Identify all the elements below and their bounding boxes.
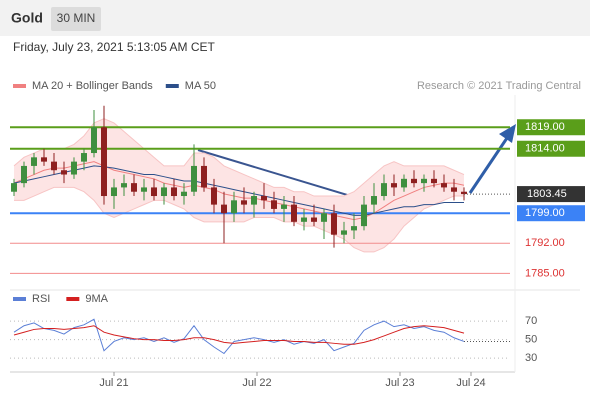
timeframe[interactable]: 30 MIN <box>57 11 96 25</box>
x-tick-label: Jul 22 <box>242 377 271 389</box>
bollinger-band-upper <box>13 118 465 197</box>
last-price-box <box>517 186 585 203</box>
candle-body <box>271 200 277 209</box>
candle-body <box>201 165 207 188</box>
candle-body <box>291 204 297 222</box>
forecast-arrow <box>468 137 509 194</box>
rsi-tick-label: 50 <box>525 334 537 346</box>
forecast-arrowhead <box>499 124 516 143</box>
candle-body <box>171 187 177 197</box>
candle-body <box>261 196 267 201</box>
level-label: 1799.00 <box>525 207 565 219</box>
legend-label: MA 20 + Bollinger Bands <box>32 80 153 92</box>
bollinger-band-area <box>14 118 464 252</box>
candle-body <box>321 213 327 222</box>
level-label-box <box>517 205 585 222</box>
candle-body <box>131 183 137 192</box>
candle-body <box>401 178 407 188</box>
candle-body <box>71 161 77 175</box>
candle-body <box>341 230 347 235</box>
rsi-tick-label: 30 <box>525 352 537 364</box>
rsi-line <box>13 325 465 345</box>
candle-body <box>11 183 17 192</box>
candle-body <box>241 200 247 205</box>
legend-swatch <box>13 297 26 301</box>
candle-body <box>331 213 337 235</box>
x-tick-label: Jul 21 <box>99 377 128 389</box>
candle-body <box>231 200 237 214</box>
legend-swatch <box>66 297 80 301</box>
candle-body <box>211 187 217 205</box>
candle-body <box>281 204 287 209</box>
candle-body <box>361 204 367 227</box>
candle-body <box>221 204 227 214</box>
candle-body <box>311 217 317 222</box>
candle-body <box>411 178 417 184</box>
candle-body <box>31 157 37 166</box>
candle-body <box>301 217 307 222</box>
candle-body <box>161 187 167 197</box>
candle-body <box>461 191 467 195</box>
legend-label: MA 50 <box>185 80 216 92</box>
last-price-label: 1803.45 <box>527 188 567 200</box>
candle-body <box>441 183 447 188</box>
candle-body <box>351 226 357 231</box>
moving-average <box>13 161 465 221</box>
legend-swatch <box>13 84 26 88</box>
timeframe-badge[interactable] <box>51 7 101 31</box>
candle-body <box>111 187 117 197</box>
legend-label: 9MA <box>85 293 108 305</box>
moving-average <box>13 165 464 216</box>
level-label-box <box>517 140 585 157</box>
candle-body <box>151 187 157 197</box>
candle-body <box>191 165 197 192</box>
candle-body <box>141 187 147 192</box>
candle-body <box>181 191 187 197</box>
candle-body <box>121 183 127 188</box>
candle-body <box>81 153 87 162</box>
chart-title: Gold <box>11 10 43 26</box>
legend-label: RSI <box>32 293 50 305</box>
candle-body <box>431 178 437 184</box>
level-label: 1785.00 <box>525 267 565 279</box>
level-label: 1792.00 <box>525 237 565 249</box>
legend-swatch <box>165 84 179 88</box>
candle-body <box>21 165 27 184</box>
candle-body <box>251 196 257 205</box>
level-label-box <box>517 119 585 136</box>
x-tick-label: Jul 23 <box>385 377 414 389</box>
level-label: 1819.00 <box>525 121 565 133</box>
candle-body <box>421 178 427 184</box>
x-tick-label: Jul 24 <box>456 377 485 389</box>
rsi-tick-label: 70 <box>525 315 537 327</box>
candle-body <box>51 161 57 171</box>
candle-body <box>381 183 387 197</box>
subtitle: Friday, July 23, 2021 5:13:05 AM CET <box>13 40 216 54</box>
level-label: 1814.00 <box>525 143 565 155</box>
credit: Research © 2021 Trading Central <box>417 80 581 92</box>
candle-body <box>101 127 107 197</box>
candle-body <box>391 183 397 188</box>
candle-body <box>41 157 47 162</box>
candle-body <box>61 170 67 175</box>
candle-body <box>371 196 377 205</box>
rsi-line <box>13 318 465 355</box>
candle-body <box>91 127 97 154</box>
candle-body <box>451 187 457 192</box>
